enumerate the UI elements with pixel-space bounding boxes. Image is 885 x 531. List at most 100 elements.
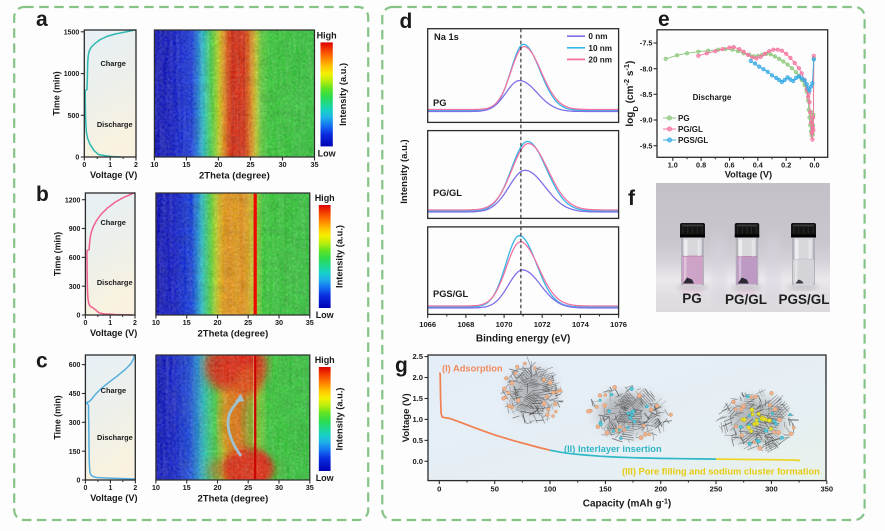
svg-text:Capacity (mAh g-1): Capacity (mAh g-1) <box>583 498 671 510</box>
svg-text:20 nm: 20 nm <box>588 55 612 64</box>
svg-text:1074: 1074 <box>572 320 590 329</box>
svg-text:2: 2 <box>133 320 137 327</box>
svg-text:PG/GL: PG/GL <box>678 125 703 134</box>
svg-text:1500: 1500 <box>64 29 80 36</box>
svg-text:Binding energy (eV): Binding energy (eV) <box>476 334 570 345</box>
svg-text:-7.5: -7.5 <box>640 39 653 48</box>
svg-text:Low: Low <box>316 310 335 320</box>
svg-text:(II) Interlayer insertion: (II) Interlayer insertion <box>564 444 662 454</box>
svg-text:1.0: 1.0 <box>412 415 423 424</box>
svg-text:10: 10 <box>152 483 160 492</box>
svg-text:Intensity (a.u.): Intensity (a.u.) <box>338 63 348 126</box>
svg-text:e: e <box>658 8 670 31</box>
svg-text:Charge: Charge <box>100 218 125 227</box>
svg-text:1068: 1068 <box>457 320 474 329</box>
svg-text:1076: 1076 <box>610 320 627 329</box>
svg-text:High: High <box>317 30 337 40</box>
svg-text:2Theta (degree): 2Theta (degree) <box>198 494 269 505</box>
svg-text:2Theta (degree): 2Theta (degree) <box>198 329 269 340</box>
svg-text:0: 0 <box>83 320 87 327</box>
svg-text:900: 900 <box>69 226 81 233</box>
svg-text:0.8: 0.8 <box>696 161 706 170</box>
svg-text:15: 15 <box>183 318 191 327</box>
svg-text:Charge: Charge <box>100 59 125 68</box>
svg-text:(I) Adsorption: (I) Adsorption <box>442 364 503 374</box>
svg-text:High: High <box>315 355 335 365</box>
svg-text:600: 600 <box>69 255 81 262</box>
svg-text:Discharge: Discharge <box>97 120 133 129</box>
svg-text:30: 30 <box>275 318 283 327</box>
svg-text:0: 0 <box>76 313 80 320</box>
svg-text:Voltage (V): Voltage (V) <box>90 328 137 338</box>
svg-text:20: 20 <box>213 483 221 492</box>
svg-text:15: 15 <box>182 160 190 169</box>
svg-text:Discharge: Discharge <box>97 278 133 287</box>
svg-text:0.4: 0.4 <box>753 161 764 170</box>
svg-text:1: 1 <box>108 320 112 327</box>
svg-text:Discharge: Discharge <box>97 433 133 442</box>
svg-text:-9.0: -9.0 <box>640 116 653 125</box>
svg-text:PGS/GL: PGS/GL <box>433 289 468 299</box>
svg-text:300: 300 <box>765 484 778 493</box>
svg-text:(III) Pore filling and sodium: (III) Pore filling and sodium cluster fo… <box>622 467 820 477</box>
svg-text:1.0: 1.0 <box>668 161 678 170</box>
svg-text:30: 30 <box>278 160 286 169</box>
svg-text:f: f <box>628 187 636 210</box>
svg-text:Na 1s: Na 1s <box>434 32 459 42</box>
svg-text:PGS/GL: PGS/GL <box>678 136 708 145</box>
svg-text:d: d <box>400 10 413 33</box>
svg-text:PG: PG <box>433 98 446 108</box>
svg-text:1.5: 1.5 <box>412 394 423 403</box>
svg-text:Time (min): Time (min) <box>52 395 62 439</box>
svg-text:2.5: 2.5 <box>412 352 423 361</box>
svg-text:Charge: Charge <box>101 386 126 395</box>
svg-text:-8.5: -8.5 <box>640 90 653 99</box>
svg-text:300: 300 <box>69 420 81 427</box>
svg-text:2: 2 <box>134 162 138 169</box>
svg-text:Voltage (V): Voltage (V) <box>90 170 137 180</box>
svg-text:10: 10 <box>150 160 158 169</box>
svg-text:20: 20 <box>213 318 221 327</box>
svg-text:Low: Low <box>316 473 335 483</box>
svg-text:c: c <box>36 350 48 373</box>
svg-text:0.0: 0.0 <box>809 161 819 170</box>
svg-text:35: 35 <box>306 318 314 327</box>
svg-text:35: 35 <box>310 160 318 169</box>
svg-text:0.5: 0.5 <box>412 436 423 445</box>
svg-text:Voltage (V): Voltage (V) <box>90 493 137 503</box>
svg-text:Discharge: Discharge <box>693 93 732 102</box>
svg-text:600: 600 <box>69 362 81 369</box>
svg-text:0: 0 <box>76 478 80 485</box>
svg-text:100: 100 <box>544 484 557 493</box>
svg-text:25: 25 <box>244 318 252 327</box>
svg-text:2Theta (degree): 2Theta (degree) <box>199 171 270 182</box>
svg-text:2.0: 2.0 <box>412 373 423 382</box>
svg-text:g: g <box>395 354 408 377</box>
svg-text:0: 0 <box>437 484 441 493</box>
svg-text:1200: 1200 <box>65 197 81 204</box>
svg-text:0: 0 <box>83 485 87 492</box>
svg-text:Low: Low <box>318 148 337 158</box>
svg-text:Intensity (a.u.): Intensity (a.u.) <box>335 387 345 450</box>
svg-text:1066: 1066 <box>419 320 436 329</box>
svg-text:Voltage (V): Voltage (V) <box>725 169 772 179</box>
svg-text:0.0: 0.0 <box>412 457 423 466</box>
svg-text:15: 15 <box>183 483 191 492</box>
svg-text:0: 0 <box>82 162 86 169</box>
svg-text:450: 450 <box>69 391 81 398</box>
svg-text:Intensity (a.u.): Intensity (a.u.) <box>399 139 410 203</box>
svg-text:250: 250 <box>710 484 723 493</box>
svg-text:1072: 1072 <box>534 320 551 329</box>
svg-text:Time (min): Time (min) <box>52 232 62 276</box>
svg-text:30: 30 <box>275 483 283 492</box>
svg-text:25: 25 <box>244 483 252 492</box>
svg-text:b: b <box>36 183 49 206</box>
svg-text:Time (min): Time (min) <box>51 71 61 115</box>
svg-text:a: a <box>36 8 48 31</box>
svg-text:Intensity (a.u.): Intensity (a.u.) <box>335 225 345 288</box>
svg-text:10: 10 <box>152 318 160 327</box>
svg-text:PG/GL: PG/GL <box>433 188 462 198</box>
svg-text:PG/GL: PG/GL <box>725 292 767 307</box>
svg-text:1070: 1070 <box>496 320 513 329</box>
svg-text:-9.5: -9.5 <box>640 141 653 150</box>
